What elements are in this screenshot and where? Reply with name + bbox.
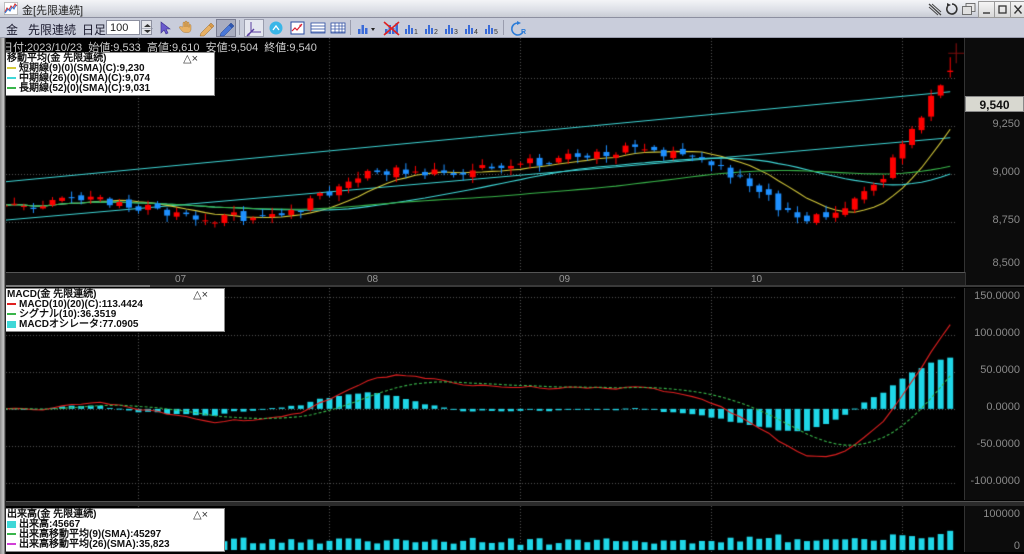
svg-text:5: 5 <box>494 29 498 36</box>
svg-text:1: 1 <box>414 29 418 36</box>
svg-text:2: 2 <box>434 29 438 36</box>
svg-text:R: R <box>521 29 526 36</box>
svg-text:3: 3 <box>454 29 458 36</box>
svg-text:4: 4 <box>474 29 478 36</box>
